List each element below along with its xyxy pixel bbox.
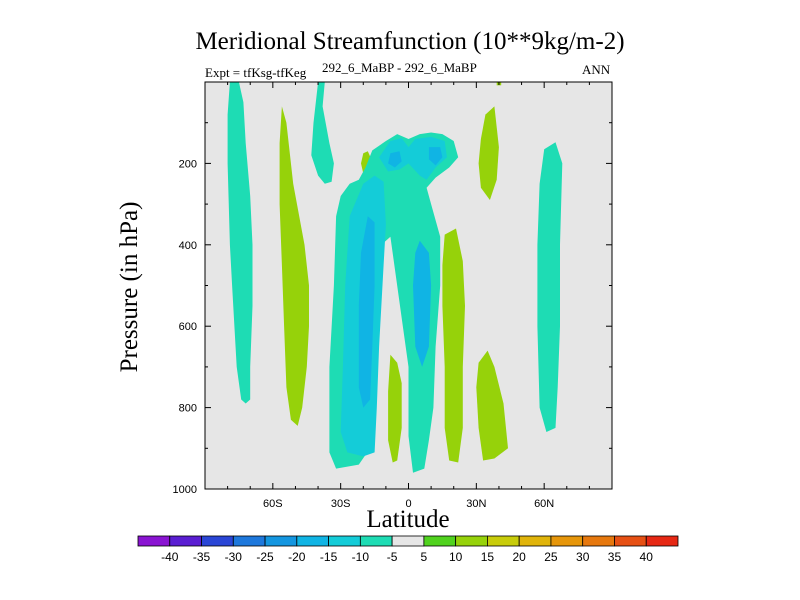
x-tick-label: 30N (466, 498, 486, 510)
contour-region-1 (279, 106, 309, 426)
colorbar-swatch (391, 535, 425, 547)
colorbar: -40 -35 -30 -25 -20 -15 -10 -5 5 10 15 20 25 30 35 40 (137, 535, 679, 564)
colorbar-label: 25 (544, 550, 558, 564)
colorbar-swatch (296, 535, 329, 547)
contour-region-12 (442, 228, 465, 463)
y-tick-label: 800 (179, 403, 197, 415)
colorbar-label: -20 (288, 550, 306, 564)
colorbar-swatch (201, 535, 234, 547)
axis-ticks: 60S 30S 0 30N 60N 200 400 600 800 1000 (173, 82, 612, 510)
contour-region-16 (537, 142, 563, 432)
colorbar-label: -40 (161, 550, 179, 564)
contour-region-7 (413, 240, 432, 367)
colorbar-label: 40 (640, 550, 654, 564)
colorbar-swatch (169, 535, 202, 547)
colorbar-swatch (455, 535, 488, 547)
x-tick-label: 30S (331, 498, 351, 510)
experiment-label: Expt = tfKsg-tfKeg (205, 65, 307, 80)
colorbar-label: 5 (421, 550, 428, 564)
colorbar-label: -30 (225, 550, 243, 564)
colorbar-swatch (582, 535, 615, 547)
x-tick-label: 60N (534, 498, 554, 510)
colorbar-label: 20 (512, 550, 526, 564)
colorbar-label: -15 (320, 550, 338, 564)
colorbar-label: -5 (387, 550, 398, 564)
colorbar-swatch (423, 535, 457, 547)
colorbar-swatch (518, 535, 552, 547)
contour-regions (227, 82, 563, 473)
colorbar-swatch (645, 535, 679, 547)
colorbar-swatch (550, 535, 584, 547)
y-tick-label: 1000 (173, 484, 197, 496)
colorbar-swatch (232, 535, 266, 547)
x-axis-title: Latitude (366, 506, 450, 533)
colorbar-swatch (614, 535, 647, 547)
season-label: ANN (582, 62, 611, 77)
colorbar-swatch (137, 535, 171, 547)
x-tick-label: 0 (405, 498, 411, 510)
y-tick-label: 200 (179, 158, 197, 170)
contour-region-11 (388, 354, 402, 463)
contour-region-6 (358, 216, 375, 408)
colorbar-label: 30 (576, 550, 590, 564)
contour-region-13 (478, 106, 499, 200)
colorbar-label: -35 (193, 550, 211, 564)
x-tick-label: 60S (263, 498, 283, 510)
y-tick-label: 600 (179, 321, 197, 333)
chart-title: Meridional Streamfunction (10**9kg/m-2) (195, 28, 625, 55)
contour-region-9 (388, 151, 402, 168)
colorbar-swatch (487, 535, 520, 547)
colorbar-label: -10 (352, 550, 370, 564)
colorbar-swatch (359, 535, 393, 547)
colorbar-label: -25 (256, 550, 274, 564)
colorbar-label: 35 (608, 550, 622, 564)
colorbar-swatch (328, 535, 361, 547)
contour-region-2 (311, 82, 334, 184)
contour-region-10 (428, 147, 443, 166)
y-tick-label: 400 (179, 240, 197, 252)
contour-region-0 (227, 82, 253, 404)
colorbar-label: 10 (449, 550, 463, 564)
contour-region-15 (476, 350, 508, 461)
colorbar-swatch (264, 535, 298, 547)
comparison-label: 292_6_MaBP - 292_6_MaBP (322, 60, 477, 75)
colorbar-label: 15 (481, 550, 495, 564)
